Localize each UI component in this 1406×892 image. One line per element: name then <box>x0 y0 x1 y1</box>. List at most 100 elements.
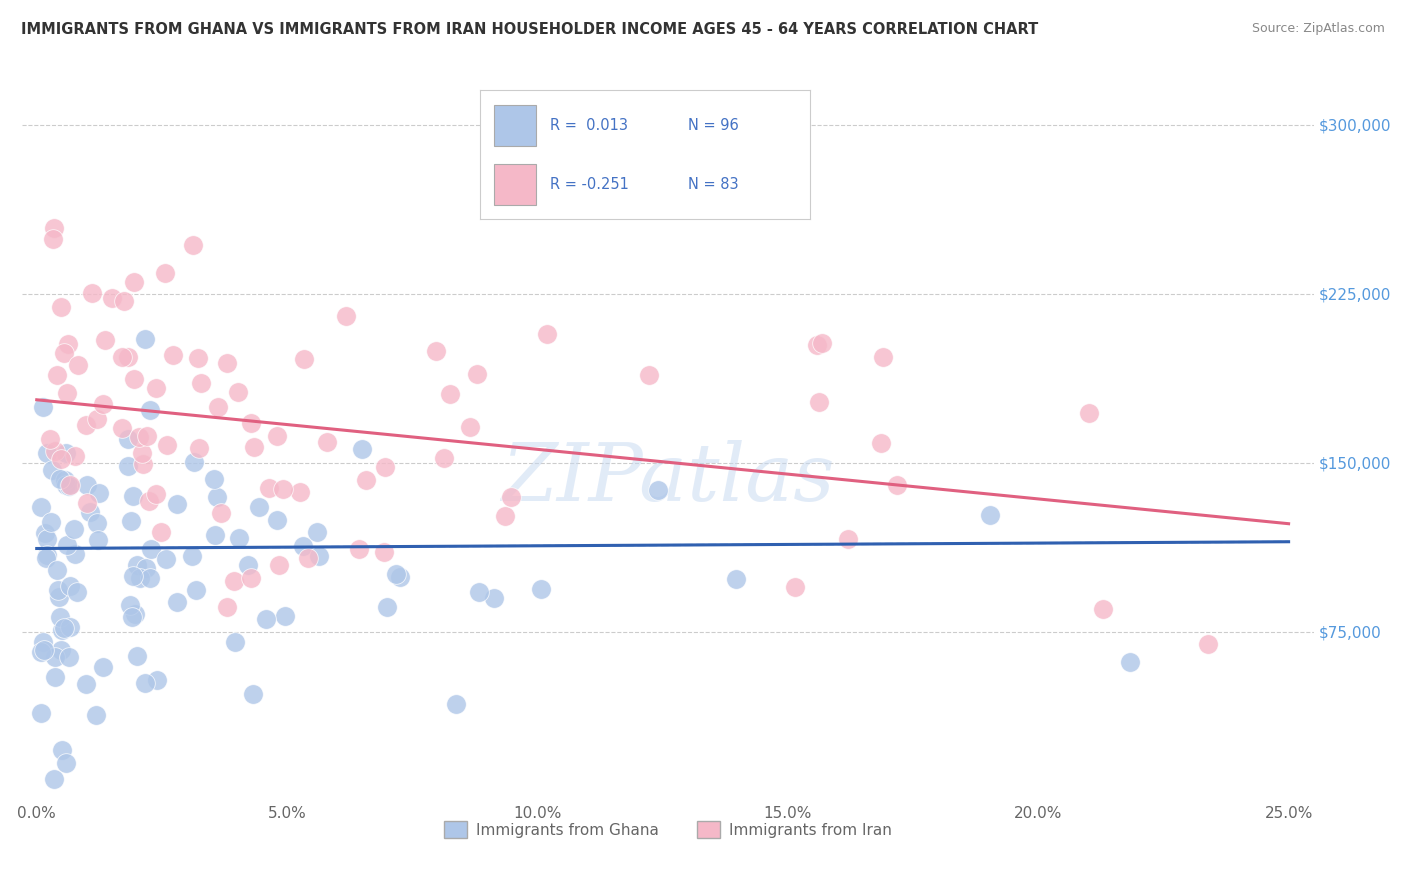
Point <box>806 338 828 352</box>
Point <box>79 505 101 519</box>
Point <box>59 579 82 593</box>
Point <box>494 508 516 523</box>
Point <box>138 494 160 508</box>
Point <box>273 482 295 496</box>
Point <box>1091 602 1114 616</box>
Point <box>204 528 226 542</box>
Point <box>536 326 558 341</box>
Point <box>32 635 55 649</box>
Point <box>127 558 149 573</box>
Point <box>76 496 98 510</box>
Point <box>67 358 90 372</box>
Point <box>872 351 894 365</box>
Point <box>273 608 295 623</box>
Point <box>121 610 143 624</box>
Point <box>837 533 859 547</box>
Point <box>58 336 80 351</box>
Point <box>89 485 111 500</box>
Point <box>86 516 108 530</box>
Point <box>335 309 357 323</box>
Legend: Immigrants from Ghana, Immigrants from Iran: Immigrants from Ghana, Immigrants from I… <box>437 814 898 845</box>
Point <box>58 479 80 493</box>
Point <box>259 481 281 495</box>
Point <box>87 533 110 547</box>
Point <box>94 334 117 348</box>
Point <box>56 537 79 551</box>
Point <box>1119 655 1142 669</box>
Point <box>139 402 162 417</box>
Point <box>153 266 176 280</box>
Point <box>215 600 238 615</box>
Point <box>132 457 155 471</box>
Point <box>207 401 229 415</box>
Point <box>49 300 72 314</box>
Point <box>135 561 157 575</box>
Point <box>32 400 55 414</box>
Point <box>63 450 86 464</box>
Point <box>254 612 277 626</box>
Point <box>39 432 62 446</box>
Point <box>266 513 288 527</box>
Point <box>131 446 153 460</box>
Point <box>86 411 108 425</box>
Point <box>180 549 202 563</box>
Point <box>166 595 188 609</box>
Point <box>373 545 395 559</box>
Point <box>111 421 134 435</box>
Point <box>30 500 52 515</box>
Point <box>56 476 79 491</box>
Point <box>45 563 67 577</box>
Point <box>145 486 167 500</box>
Point <box>149 524 172 539</box>
Point <box>63 522 86 536</box>
Point <box>240 416 263 430</box>
Point <box>316 434 339 449</box>
Point <box>49 610 72 624</box>
Point <box>297 551 319 566</box>
Point <box>117 458 139 473</box>
Point <box>44 444 66 458</box>
Point <box>501 491 523 505</box>
Point <box>162 348 184 362</box>
Point <box>266 429 288 443</box>
Point <box>56 386 79 401</box>
Point <box>238 558 260 573</box>
Point <box>129 570 152 584</box>
Point <box>155 552 177 566</box>
Point <box>389 570 412 584</box>
Point <box>886 477 908 491</box>
Point <box>51 624 73 638</box>
Point <box>156 438 179 452</box>
Text: ZIPatlas: ZIPatlas <box>501 440 834 517</box>
Point <box>48 472 70 486</box>
Point <box>209 506 232 520</box>
Point <box>134 676 156 690</box>
Point <box>384 566 406 581</box>
Point <box>46 368 69 383</box>
Point <box>224 635 246 649</box>
Point <box>465 367 488 381</box>
Point <box>354 474 377 488</box>
Point <box>111 351 134 365</box>
Point <box>30 645 52 659</box>
Point <box>35 548 58 562</box>
Point <box>41 463 63 477</box>
Point <box>869 436 891 450</box>
Point <box>91 660 114 674</box>
Point <box>55 478 77 492</box>
Point <box>228 384 250 399</box>
Point <box>48 590 70 604</box>
Point <box>121 569 143 583</box>
Point <box>128 430 150 444</box>
Point <box>207 490 229 504</box>
Point <box>183 454 205 468</box>
Point <box>125 648 148 663</box>
Point <box>979 508 1001 523</box>
Point <box>30 706 52 721</box>
Point <box>530 582 553 597</box>
Point <box>181 238 204 252</box>
Point <box>91 397 114 411</box>
Point <box>166 497 188 511</box>
Point <box>117 350 139 364</box>
Point <box>187 351 209 365</box>
